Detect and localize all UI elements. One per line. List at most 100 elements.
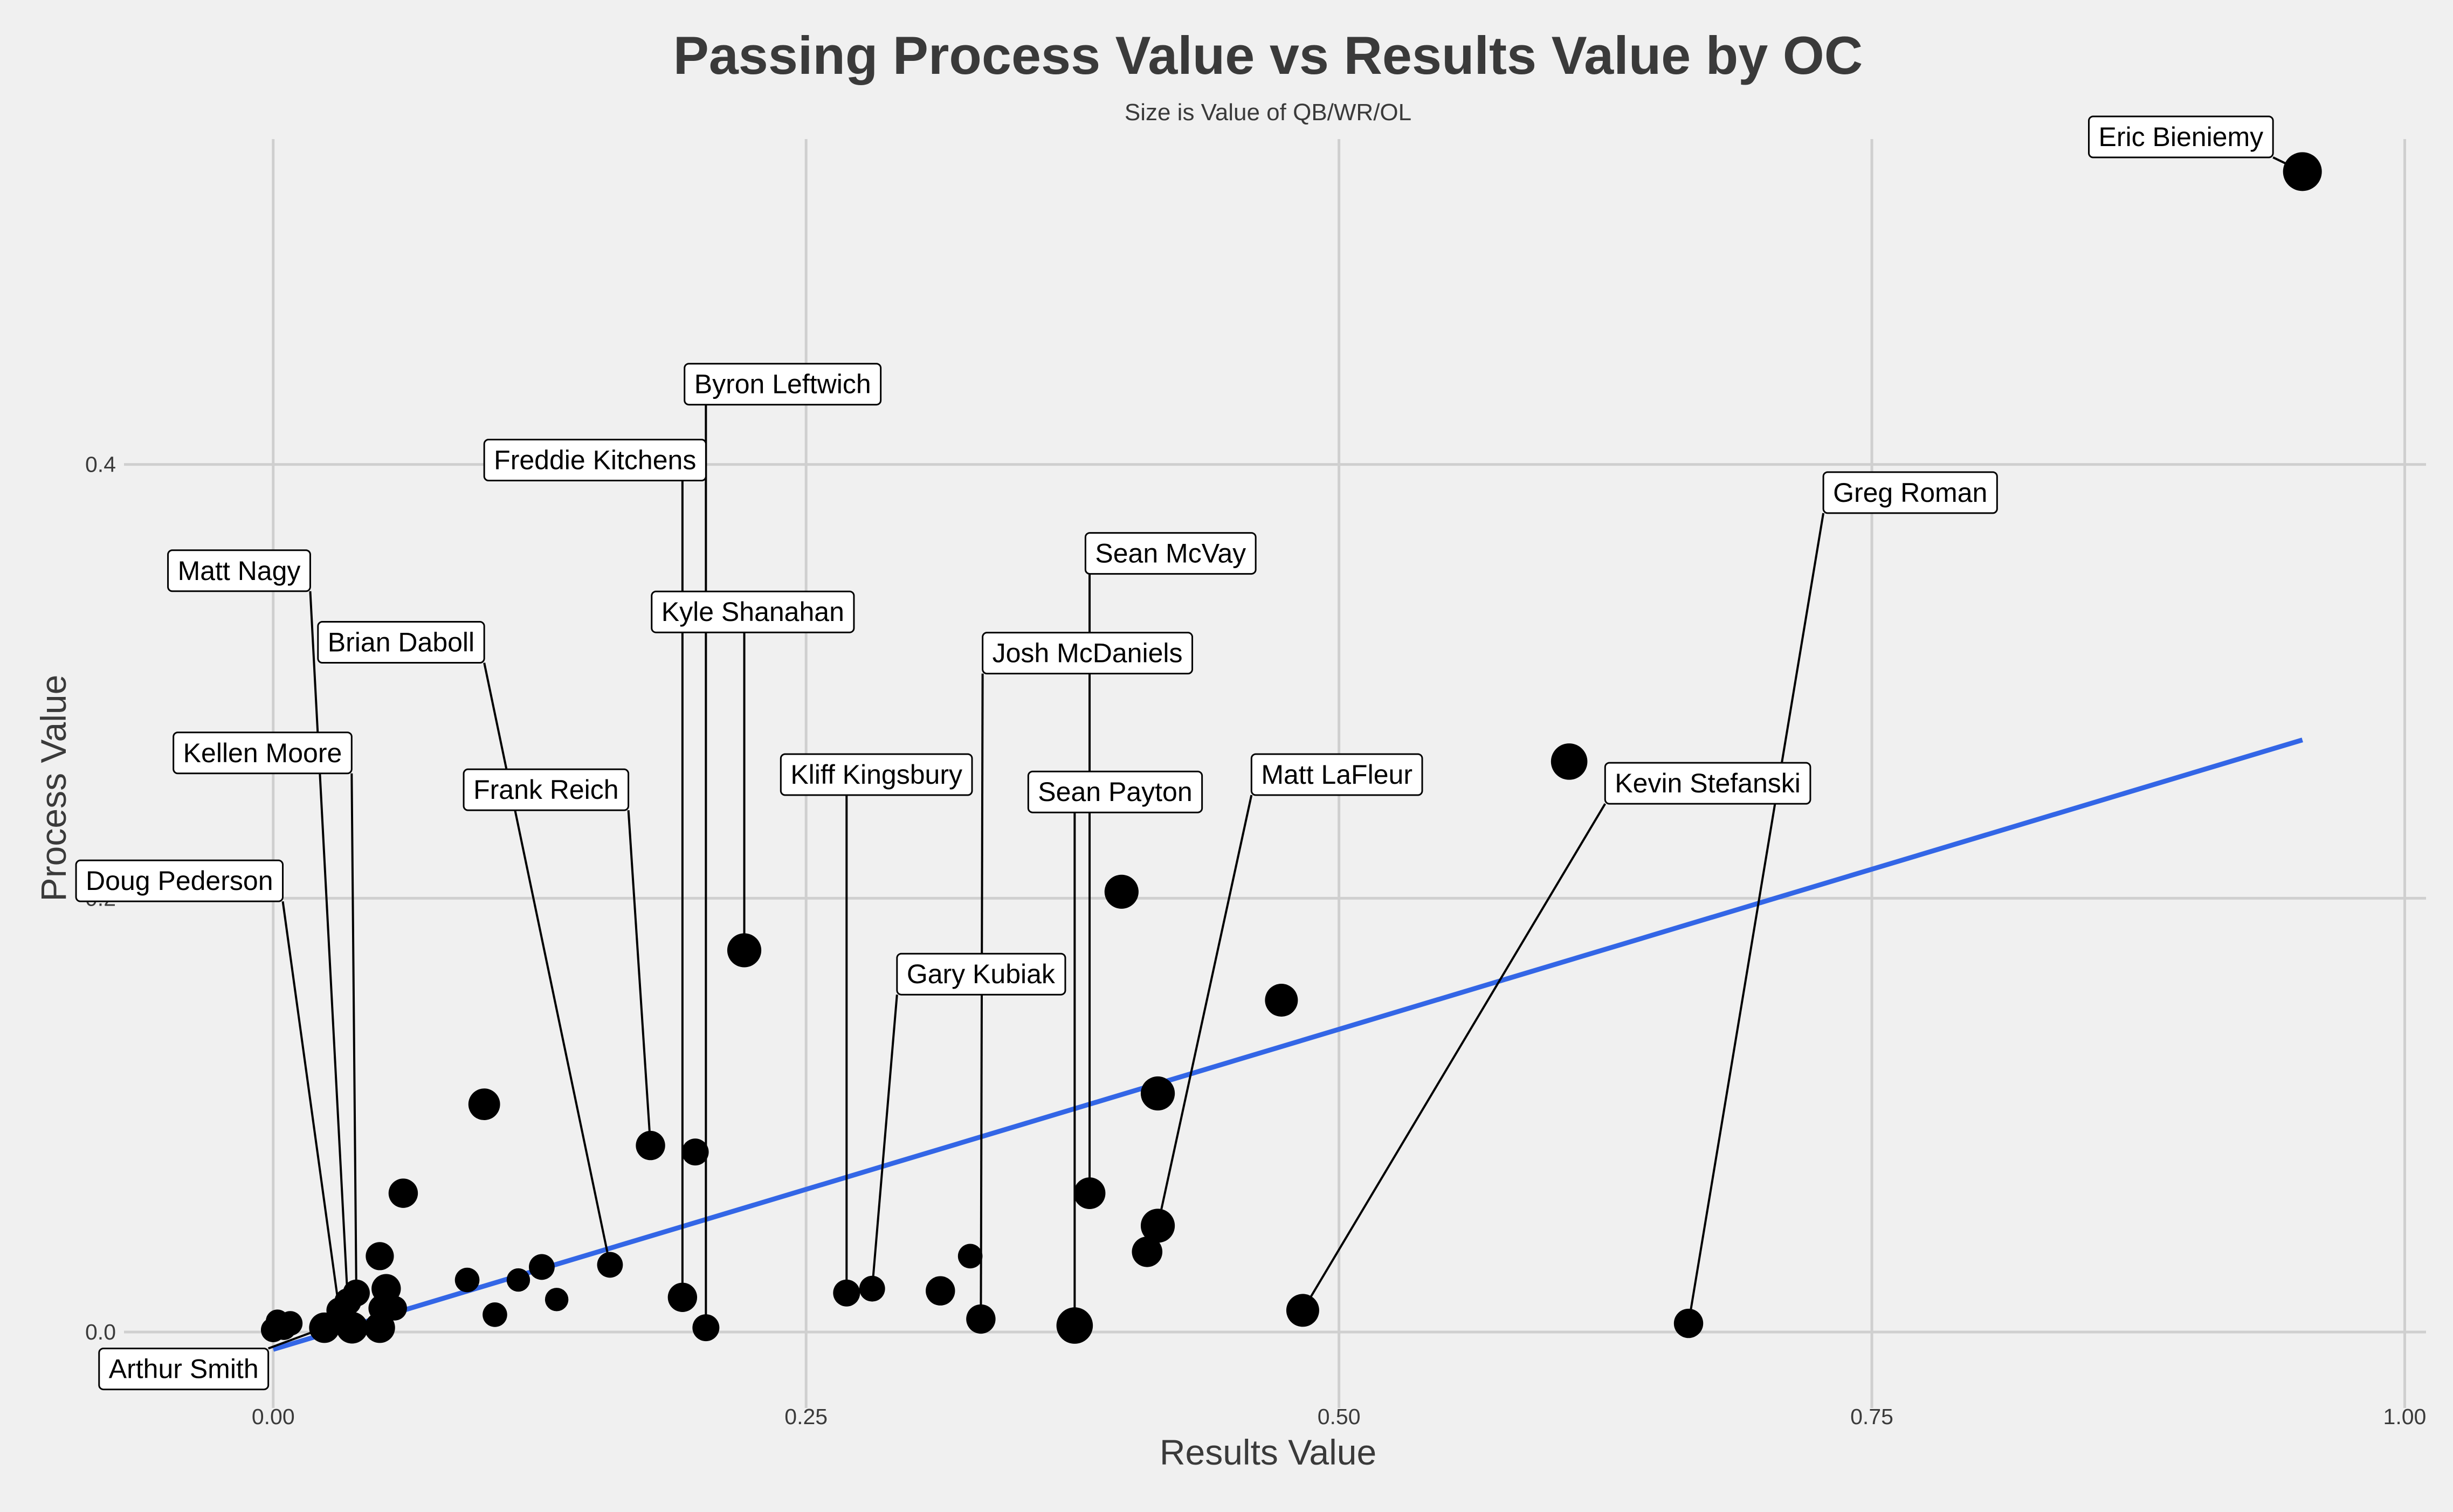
annotation-box (483, 439, 707, 482)
annotation-text: Gary Kubiak (907, 959, 1056, 989)
point-annotation: Frank Reich (463, 768, 630, 811)
annotation-text: Sean McVay (1095, 538, 1246, 569)
annotation-leader-line (871, 995, 898, 1289)
data-point (926, 1276, 955, 1306)
point-annotation: Byron Leftwich (684, 363, 882, 406)
annotation-text: Josh McDaniels (993, 638, 1183, 668)
point-layer (260, 152, 2322, 1344)
x-tick-label: 1.00 (2383, 1404, 2427, 1429)
annotation-box (173, 731, 353, 775)
point-annotation: Greg Roman (1822, 471, 1998, 514)
data-point (364, 1312, 395, 1343)
y-tick-label: 0.0 (85, 1320, 116, 1344)
annotation-text: Arthur Smith (109, 1354, 259, 1384)
data-point (366, 1242, 394, 1271)
y-tick-label: 0.4 (85, 452, 116, 477)
annotation-box (780, 753, 973, 796)
y-axis-title: Process Value (33, 675, 73, 902)
data-point (260, 1317, 286, 1342)
x-tick-label: 0.75 (1850, 1404, 1893, 1429)
trend-line-layer (272, 737, 2303, 1352)
annotation-box (982, 632, 1194, 675)
annotation-leader-line (309, 591, 349, 1302)
data-point (1551, 743, 1588, 780)
point-annotation: Doug Pederson (75, 859, 284, 902)
annotation-box (75, 859, 284, 902)
data-point (388, 1178, 418, 1208)
annotation-text: Kliff Kingsbury (790, 760, 962, 790)
point-annotation: Freddie Kitchens (483, 439, 707, 482)
annotation-leader-line (483, 662, 611, 1265)
point-annotation: Matt Nagy (167, 549, 311, 592)
annotation-text: Eric Bieniemy (2099, 122, 2264, 152)
annotation-leader-line (350, 773, 357, 1293)
annotation-box (98, 1348, 270, 1391)
point-annotation: Sean McVay (1084, 532, 1257, 575)
annotation-box (167, 549, 311, 592)
trend-line (272, 737, 2303, 1352)
x-tick-label: 0.50 (1318, 1404, 1361, 1429)
data-point (1140, 1076, 1175, 1111)
point-annotation: Sean Payton (1027, 770, 1203, 813)
annotation-leader-line (1156, 795, 1253, 1226)
annotation-text: Kevin Stefanski (1615, 768, 1801, 798)
annotation-leader-line (627, 810, 652, 1146)
annotation-box (1250, 753, 1423, 796)
annotation-box (651, 590, 855, 633)
annotation-text: Brian Daboll (328, 627, 474, 658)
annotation-layer: Eric Bieniemy Greg Roman Kevin Stefanski Ma… (75, 115, 2274, 1391)
annotation-text: Freddie Kitchens (494, 445, 696, 475)
x-tick-label: 0.25 (784, 1404, 828, 1429)
point-annotation: Brian Daboll (317, 621, 485, 664)
point-annotation: Eric Bieniemy (2088, 115, 2274, 158)
data-point (636, 1130, 665, 1161)
data-point (1132, 1236, 1163, 1267)
annotation-box (1084, 532, 1257, 575)
data-point (468, 1088, 500, 1121)
annotation-leader-line (1301, 803, 1606, 1311)
chart-subtitle: Size is Value of QB/WR/OL (1125, 99, 1411, 126)
annotation-leader-line (2272, 156, 2303, 173)
annotation-box (684, 363, 882, 406)
annotation-text: Sean Payton (1038, 777, 1192, 807)
data-point (529, 1254, 555, 1280)
annotation-leader-line (267, 1327, 325, 1350)
data-point (859, 1275, 885, 1302)
data-point (1265, 984, 1298, 1017)
annotation-leader-line (281, 901, 341, 1311)
point-annotation: Josh McDaniels (982, 632, 1194, 675)
annotation-box (1822, 471, 1998, 514)
point-annotation: Kevin Stefanski (1604, 762, 1811, 805)
annotation-text: Kyle Shanahan (662, 597, 844, 627)
point-annotation: Arthur Smith (98, 1348, 270, 1391)
annotation-text: Greg Roman (1833, 478, 1987, 508)
point-annotation: Kellen Moore (173, 731, 353, 775)
annotation-leader-line (1687, 513, 1825, 1324)
tick-label-layer: 0.000.250.500.751.000.00.20.4 (85, 452, 2426, 1429)
annotation-box (2088, 115, 2274, 158)
x-tick-label: 0.00 (252, 1404, 295, 1429)
data-point (483, 1302, 507, 1327)
x-axis-title: Results Value (1160, 1432, 1376, 1472)
data-point (1104, 874, 1139, 909)
point-annotation: Kliff Kingsbury (780, 753, 973, 796)
annotation-box (317, 621, 485, 664)
annotation-box (463, 768, 630, 811)
annotation-text: Doug Pederson (86, 866, 273, 896)
data-point (454, 1267, 480, 1293)
data-point (957, 1244, 983, 1269)
data-point (681, 1138, 709, 1166)
annotation-text: Byron Leftwich (694, 369, 871, 399)
grid-layer (124, 139, 2426, 1408)
point-annotation: Matt LaFleur (1250, 753, 1423, 796)
chart-title: Passing Process Value vs Results Value b… (673, 25, 1863, 85)
annotation-leader-line (980, 673, 984, 1320)
point-annotation: Gary Kubiak (896, 952, 1066, 996)
annotation-text: Frank Reich (473, 775, 619, 805)
annotation-text: Kellen Moore (183, 738, 342, 768)
annotation-text: Matt Nagy (178, 556, 301, 586)
annotation-box (1604, 762, 1811, 805)
data-point (506, 1268, 530, 1292)
annotation-box (896, 952, 1066, 996)
